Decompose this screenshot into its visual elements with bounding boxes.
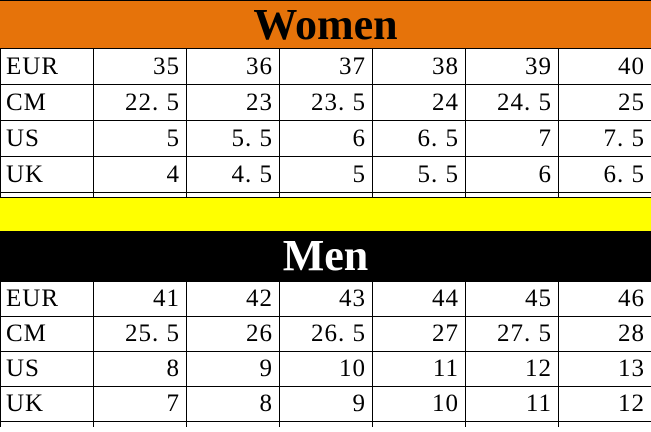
size-value-cell: 9	[186, 351, 280, 387]
size-value-cell: 10	[279, 351, 373, 387]
size-table-row: US 8 9 10 11 12 13	[0, 351, 651, 387]
size-value-cell: 6	[279, 120, 373, 157]
men-title: Men	[282, 231, 369, 280]
size-value-cell: 5. 5	[186, 120, 280, 157]
size-value-cell: 5	[93, 120, 187, 157]
empty-cell	[372, 421, 466, 427]
size-value-cell: 26	[186, 316, 280, 352]
empty-cell	[0, 192, 94, 198]
women-title: Women	[253, 0, 398, 49]
size-value-cell: 6. 5	[558, 156, 651, 193]
size-value-cell: 6	[465, 156, 559, 193]
size-table-row: CM 22. 5 23 23. 5 24 24. 5 25	[0, 84, 651, 121]
size-value-cell: 26. 5	[279, 316, 373, 352]
size-value-cell: 38	[372, 48, 466, 85]
size-table-row: UK 4 4. 5 5 5. 5 6 6. 5	[0, 156, 651, 193]
size-value-cell: 9	[279, 386, 373, 422]
size-system-label: CM	[0, 84, 94, 121]
size-value-cell: 37	[279, 48, 373, 85]
size-value-cell: 23. 5	[279, 84, 373, 121]
yellow-divider-bar	[0, 198, 651, 231]
size-value-cell: 4. 5	[186, 156, 280, 193]
empty-cell	[0, 421, 94, 427]
empty-cell	[93, 192, 187, 198]
size-value-cell: 11	[465, 386, 559, 422]
size-value-cell: 7. 5	[558, 120, 651, 157]
size-value-cell: 43	[279, 281, 373, 317]
size-system-label: UK	[0, 156, 94, 193]
size-value-cell: 36	[186, 48, 280, 85]
size-value-cell: 24. 5	[465, 84, 559, 121]
size-value-cell: 40	[558, 48, 651, 85]
empty-cell	[186, 192, 280, 198]
size-value-cell: 24	[372, 84, 466, 121]
size-value-cell: 25. 5	[93, 316, 187, 352]
empty-cell	[93, 421, 187, 427]
size-system-label: US	[0, 351, 94, 387]
empty-cell	[558, 192, 651, 198]
empty-cell	[279, 192, 373, 198]
size-value-cell: 45	[465, 281, 559, 317]
size-system-label: CM	[0, 316, 94, 352]
empty-partial-row	[0, 421, 651, 427]
size-value-cell: 7	[93, 386, 187, 422]
size-table-row: EUR 35 36 37 38 39 40	[0, 48, 651, 85]
size-system-label: EUR	[0, 48, 94, 85]
empty-partial-row	[0, 192, 651, 198]
women-size-table: EUR 35 36 37 38 39 40 CM 22. 5 23 23. 5 24 24. 5 25 US…	[0, 48, 651, 198]
size-value-cell: 12	[558, 386, 651, 422]
empty-cell	[465, 421, 559, 427]
size-value-cell: 4	[93, 156, 187, 193]
men-size-table: EUR 41 42 43 44 45 46 CM 25. 5 26 26. 5 27 27. 5 28 US…	[0, 281, 651, 427]
size-value-cell: 11	[372, 351, 466, 387]
size-value-cell: 27	[372, 316, 466, 352]
size-table-row: EUR 41 42 43 44 45 46	[0, 281, 651, 317]
women-section-header: Women	[0, 0, 651, 48]
size-value-cell: 22. 5	[93, 84, 187, 121]
size-system-label: US	[0, 120, 94, 157]
size-value-cell: 25	[558, 84, 651, 121]
men-section-header: Men	[0, 231, 651, 281]
size-value-cell: 10	[372, 386, 466, 422]
size-value-cell: 28	[558, 316, 651, 352]
size-value-cell: 13	[558, 351, 651, 387]
size-value-cell: 39	[465, 48, 559, 85]
size-value-cell: 44	[372, 281, 466, 317]
size-value-cell: 5	[279, 156, 373, 193]
size-value-cell: 46	[558, 281, 651, 317]
size-value-cell: 41	[93, 281, 187, 317]
empty-cell	[558, 421, 651, 427]
empty-cell	[186, 421, 280, 427]
size-value-cell: 23	[186, 84, 280, 121]
size-value-cell: 5. 5	[372, 156, 466, 193]
size-system-label: EUR	[0, 281, 94, 317]
empty-cell	[279, 421, 373, 427]
empty-cell	[465, 192, 559, 198]
size-table-row: US 5 5. 5 6 6. 5 7 7. 5	[0, 120, 651, 157]
size-value-cell: 42	[186, 281, 280, 317]
size-table-row: CM 25. 5 26 26. 5 27 27. 5 28	[0, 316, 651, 352]
size-system-label: UK	[0, 386, 94, 422]
size-value-cell: 35	[93, 48, 187, 85]
size-value-cell: 7	[465, 120, 559, 157]
size-table-row: UK 7 8 9 10 11 12	[0, 386, 651, 422]
size-value-cell: 6. 5	[372, 120, 466, 157]
size-value-cell: 8	[186, 386, 280, 422]
size-value-cell: 27. 5	[465, 316, 559, 352]
empty-cell	[372, 192, 466, 198]
size-value-cell: 12	[465, 351, 559, 387]
size-value-cell: 8	[93, 351, 187, 387]
